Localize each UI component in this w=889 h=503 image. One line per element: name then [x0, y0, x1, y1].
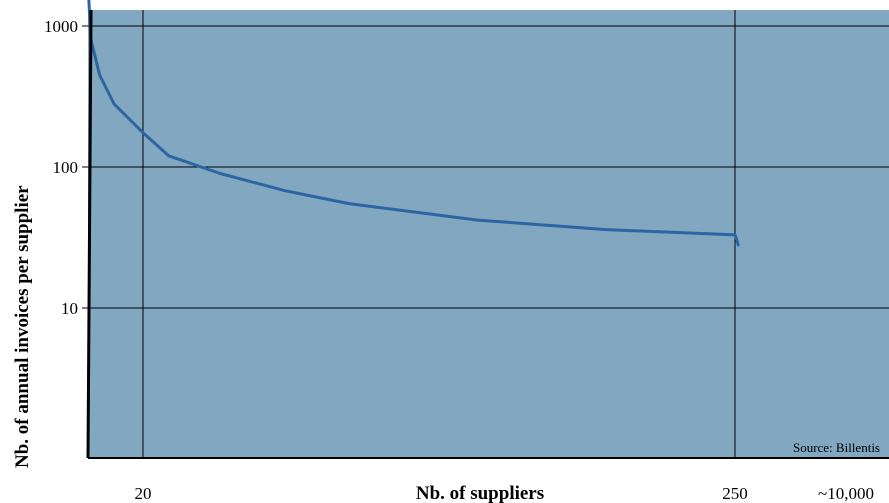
y-tick-label: 100 — [53, 158, 79, 177]
y-tick-label: 1000 — [44, 17, 78, 36]
x-axis-title: Nb. of suppliers — [416, 483, 544, 503]
plot-area — [88, 10, 889, 458]
x-tick-label: 20 — [135, 484, 152, 503]
y-axis-title: Nb. of annual invoices per supplier — [12, 185, 33, 468]
x-tick-label: 250 — [722, 484, 748, 503]
source-note: Source: Billentis — [793, 440, 880, 455]
x-tick-label: ~10,000 — [818, 484, 874, 503]
y-tick-label: 10 — [61, 299, 78, 318]
